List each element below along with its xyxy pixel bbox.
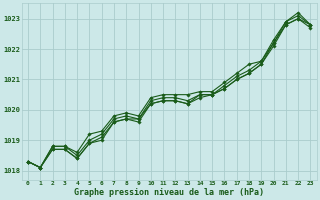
X-axis label: Graphe pression niveau de la mer (hPa): Graphe pression niveau de la mer (hPa) [74, 188, 264, 197]
